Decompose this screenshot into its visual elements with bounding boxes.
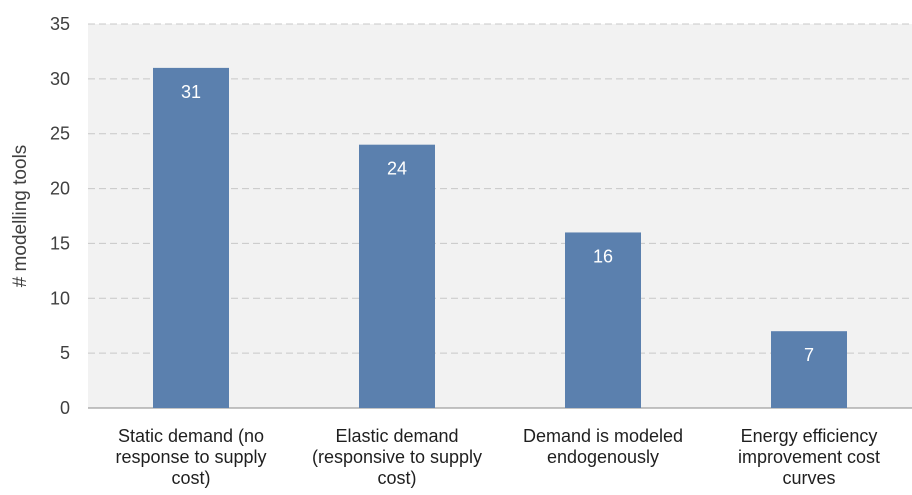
category-label: Static demand (no response to supply cost) [115,426,266,488]
y-tick-label: 0 [60,398,70,418]
data-label: 24 [387,159,407,179]
data-label: 31 [181,82,201,102]
bar [153,67,229,408]
y-tick-label: 20 [50,179,70,199]
bar [359,144,435,408]
bar [771,331,847,408]
bars [153,67,847,408]
y-axis-ticks: 0 5 10 15 20 25 30 35 [50,14,70,418]
y-tick-label: 15 [50,233,70,253]
bar [565,232,641,408]
data-label: 16 [593,246,613,266]
category-label: Energy efficiency improvement cost curves [738,426,880,488]
category-label: Elastic demand (responsive to supply cost) [312,426,482,488]
y-tick-label: 5 [60,343,70,363]
x-axis-categories: Static demand (no response to supply cost)… [115,426,880,488]
y-tick-label: 25 [50,124,70,144]
category-label: Demand is modeled endogenously [523,426,683,467]
y-axis-title: # modelling tools [10,145,31,288]
y-tick-label: 30 [50,69,70,89]
data-label: 7 [804,345,814,365]
y-tick-label: 35 [50,14,70,34]
y-tick-label: 10 [50,288,70,308]
data-labels: 31 24 16 7 [181,82,814,365]
